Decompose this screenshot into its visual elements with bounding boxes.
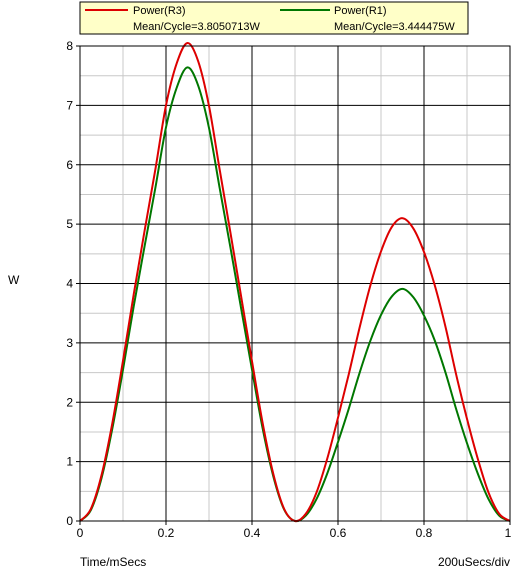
y-axis-ticks: 0 1 2 3 4 5 6 7 8 bbox=[66, 39, 80, 528]
x-axis-label: Time/mSecs bbox=[80, 555, 146, 568]
y-tick-label: 8 bbox=[66, 39, 73, 53]
legend-box bbox=[79, 1, 469, 35]
y-tick-label: 7 bbox=[66, 98, 73, 112]
y-tick-label: 6 bbox=[66, 158, 73, 172]
x-division-label: 200uSecs/div bbox=[438, 555, 510, 568]
x-tick-label: 0 bbox=[77, 526, 84, 540]
legend-series-r3-name: Power(R3) bbox=[133, 5, 186, 17]
y-axis-label: W bbox=[8, 273, 20, 287]
x-axis-ticks: 0 0.2 0.4 0.6 0.8 1 bbox=[77, 521, 512, 540]
y-tick-label: 3 bbox=[66, 336, 73, 350]
x-tick-label: 0.8 bbox=[416, 526, 433, 540]
legend-series-r1-name: Power(R1) bbox=[334, 5, 387, 17]
y-tick-label: 4 bbox=[66, 277, 73, 291]
legend: Power(R3) Mean/Cycle=3.8050713W Power(R1… bbox=[79, 1, 469, 35]
series-line-power-r3 bbox=[79, 42, 511, 523]
x-tick-label: 0.6 bbox=[330, 526, 347, 540]
y-tick-label: 0 bbox=[66, 514, 73, 528]
x-tick-label: 0.4 bbox=[244, 526, 261, 540]
legend-series-r1-mean: Mean/Cycle=3.444475W bbox=[334, 21, 455, 33]
legend-series-r3-mean: Mean/Cycle=3.8050713W bbox=[133, 21, 260, 33]
x-tick-label: 0.2 bbox=[158, 526, 175, 540]
y-tick-label: 2 bbox=[66, 395, 73, 409]
y-tick-label: 1 bbox=[66, 455, 73, 469]
y-tick-label: 5 bbox=[66, 217, 73, 231]
x-tick-label: 1 bbox=[505, 526, 512, 540]
plot-area: 0 1 2 3 4 5 6 7 8 0 0.2 0.4 0.6 0.8 1 bbox=[66, 39, 511, 540]
